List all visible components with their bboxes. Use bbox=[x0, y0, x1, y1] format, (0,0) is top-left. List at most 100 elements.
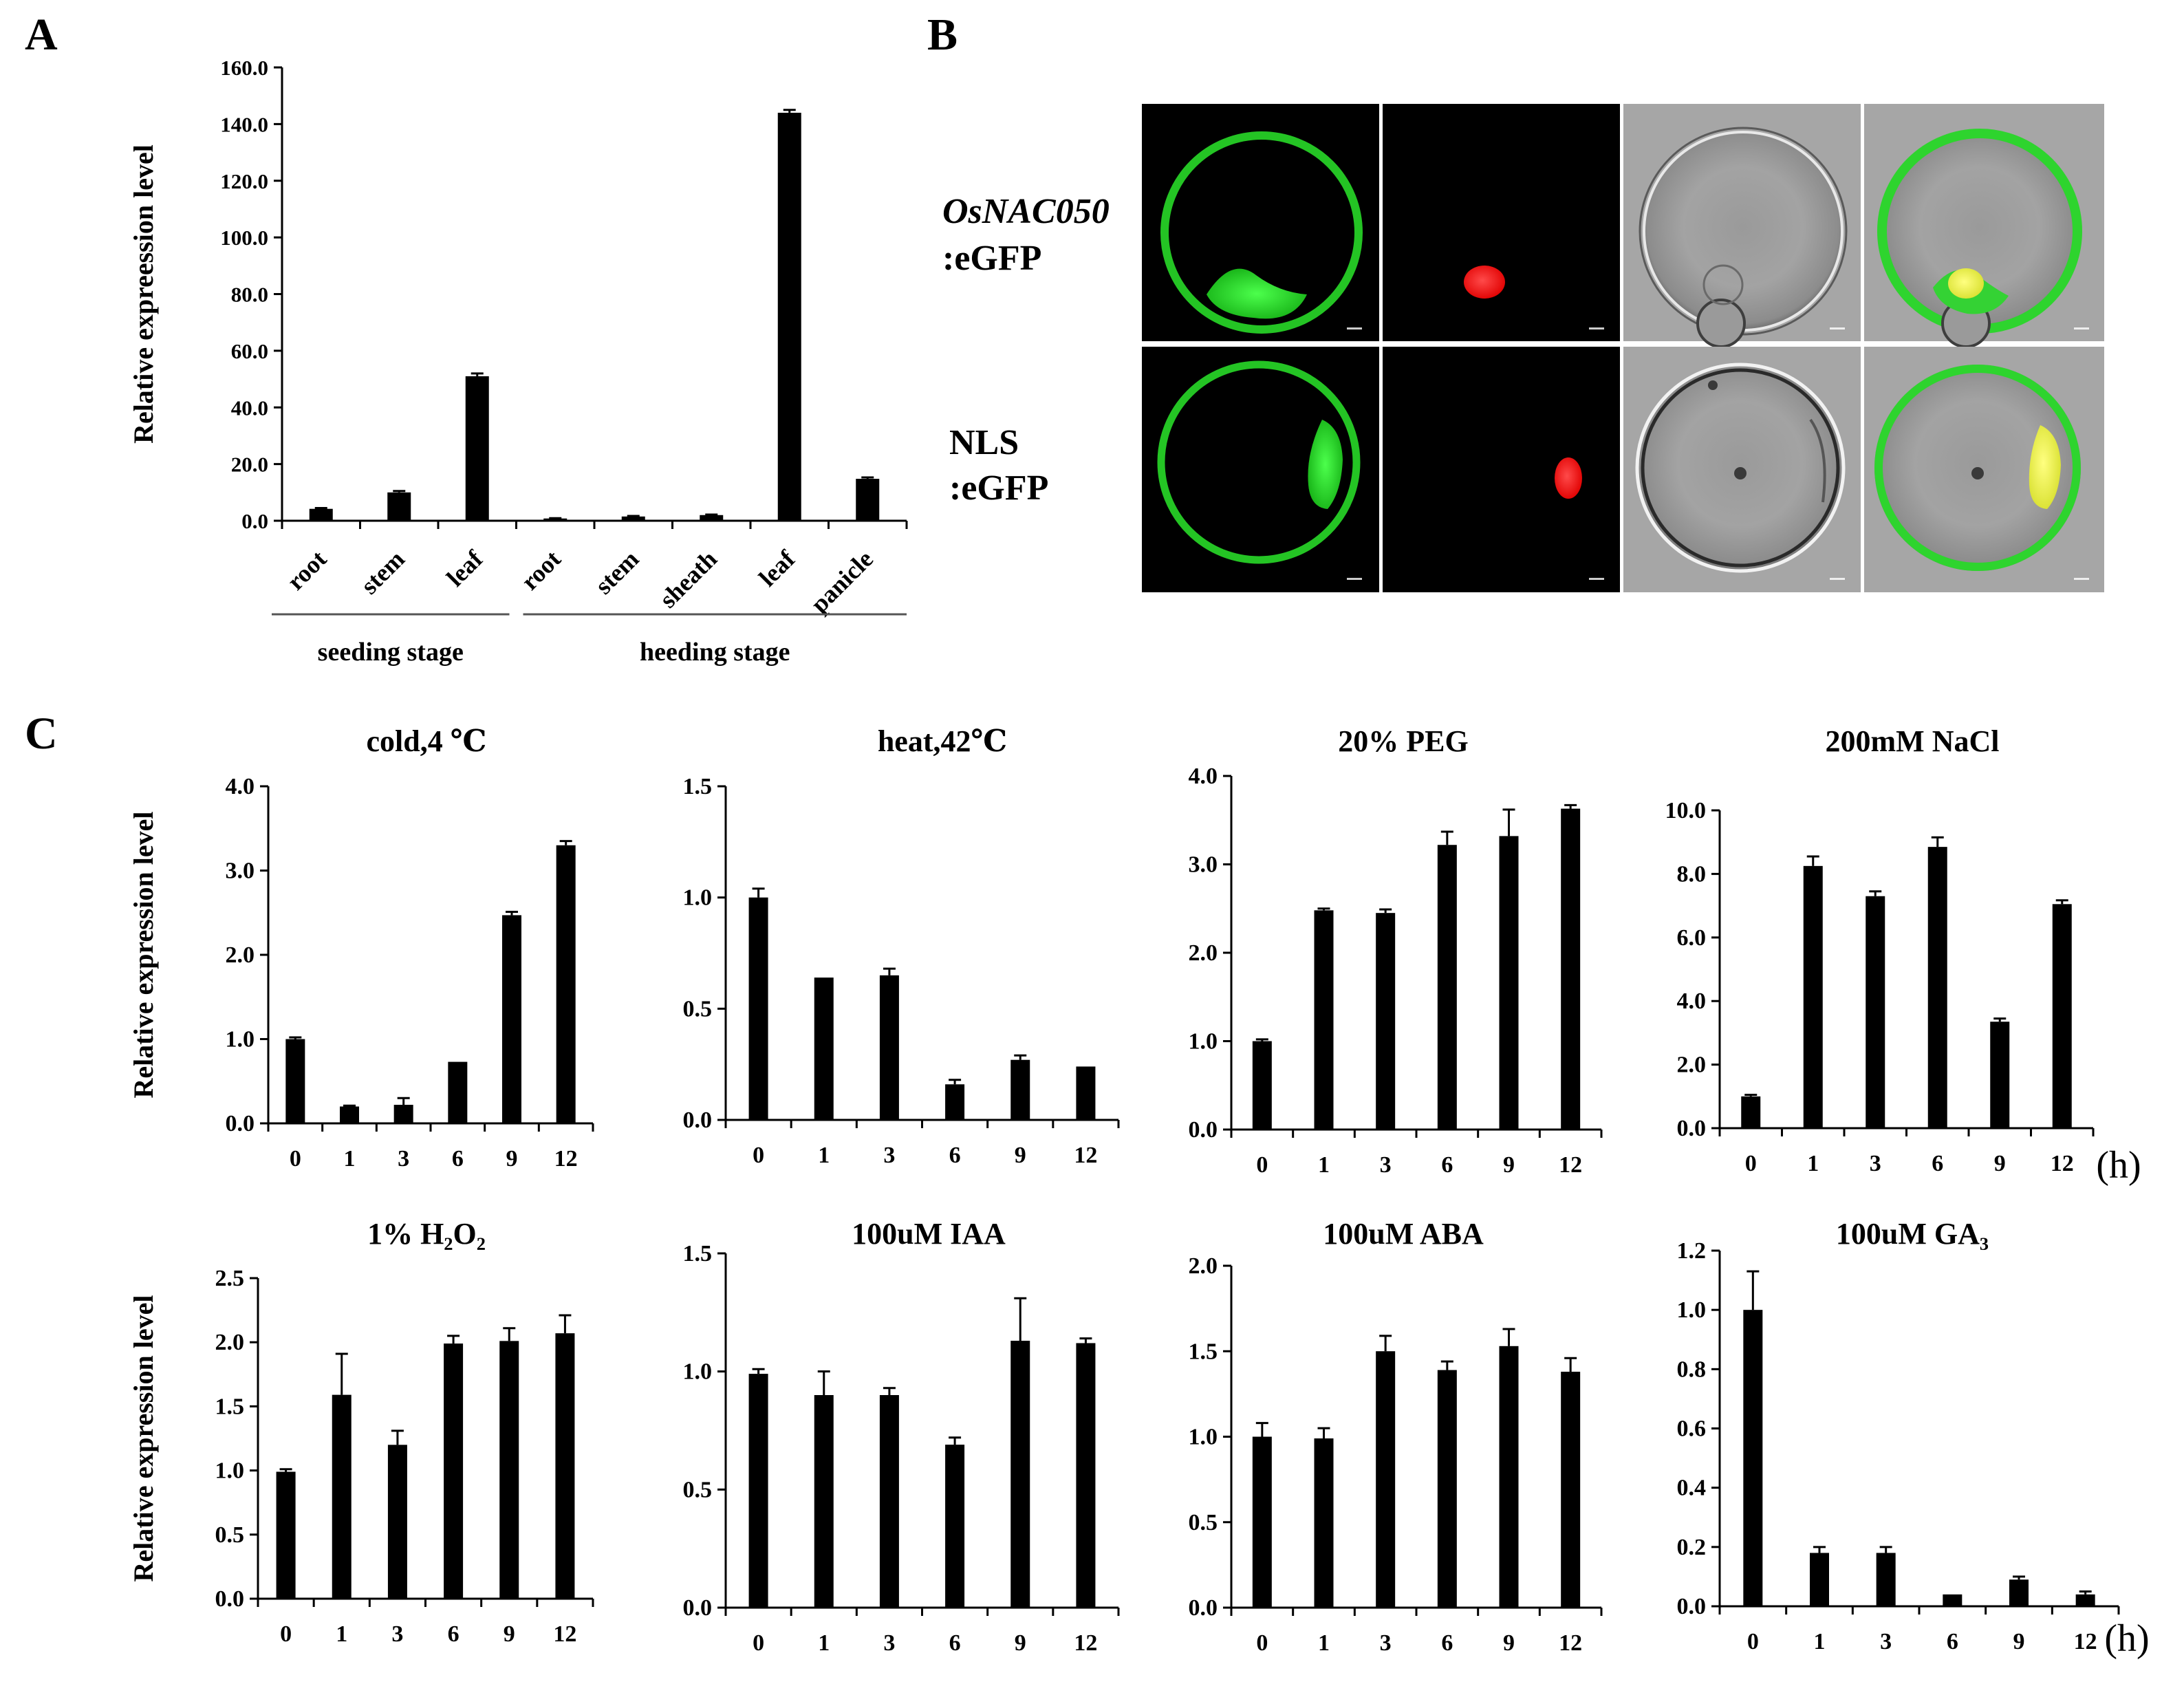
bar bbox=[1561, 808, 1581, 1130]
panel-c-chart-h2o2: 0.0 0.5 1.0 1.5 2.0 2.5 0 1 3 6 9 12 1% H₂O₂ Relative… bbox=[128, 1217, 594, 1647]
bar bbox=[748, 897, 768, 1120]
y-tick-label: 2.0 bbox=[1189, 940, 1218, 966]
chart-title: 100uM ABA bbox=[1323, 1217, 1484, 1251]
bar bbox=[556, 845, 576, 1123]
bar bbox=[2075, 1594, 2095, 1606]
bar bbox=[2009, 1579, 2029, 1606]
y-tick-label: 80.0 bbox=[231, 283, 268, 307]
x-category-label: leaf bbox=[442, 545, 489, 592]
x-tick-label: 3 bbox=[391, 1621, 403, 1647]
bar bbox=[1010, 1059, 1030, 1120]
bar bbox=[332, 1394, 352, 1599]
x-tick-label: 6 bbox=[1947, 1629, 1958, 1654]
y-tick-label: 1.0 bbox=[1189, 1029, 1218, 1055]
y-tick-label: 3.0 bbox=[226, 859, 255, 884]
y-tick-label: 0.0 bbox=[1677, 1594, 1707, 1619]
x-tick-label: 9 bbox=[1015, 1143, 1026, 1168]
chart-title: 20% PEG bbox=[1338, 724, 1468, 758]
x-tick-label: 1 bbox=[1807, 1151, 1819, 1176]
x-tick-label: 3 bbox=[883, 1143, 895, 1168]
x-tick-label: 0 bbox=[290, 1146, 301, 1172]
bar bbox=[276, 1471, 296, 1599]
bar bbox=[555, 1333, 575, 1599]
y-tick-label: 0.6 bbox=[1677, 1416, 1707, 1442]
chart-title: cold,4 ℃ bbox=[367, 724, 487, 758]
panel-c-chart-heat: 0.0 0.5 1.0 1.5 0 1 3 6 9 12 heat,42℃ bbox=[683, 724, 1120, 1168]
y-tick-label: 10.0 bbox=[1665, 798, 1707, 823]
x-tick-label: 12 bbox=[553, 1621, 576, 1647]
x-tick-label: 6 bbox=[1932, 1151, 1943, 1176]
y-tick-label: 0.0 bbox=[1189, 1595, 1218, 1621]
bar bbox=[879, 975, 899, 1120]
y-tick-label: 0.0 bbox=[1677, 1116, 1707, 1141]
bar bbox=[543, 518, 567, 521]
y-tick-label: 0.2 bbox=[1677, 1535, 1707, 1560]
x-tick-label: 3 bbox=[398, 1146, 409, 1172]
x-category-label: panicle bbox=[806, 545, 878, 618]
x-tick-label: 3 bbox=[1380, 1630, 1392, 1656]
row2-construct-name: NLS bbox=[949, 423, 1019, 462]
x-tick-label: 12 bbox=[1074, 1630, 1097, 1656]
chart-title: 100uM GA₃ bbox=[1836, 1217, 1989, 1251]
y-tick-label: 1.0 bbox=[1189, 1425, 1218, 1450]
bar bbox=[465, 376, 489, 521]
x-tick-label: 1 bbox=[1814, 1629, 1826, 1654]
y-tick-label: 1.5 bbox=[683, 1241, 713, 1266]
group-label: heeding stage bbox=[640, 638, 790, 667]
y-tick-label: 0.5 bbox=[683, 1477, 713, 1502]
panel-label-b: B bbox=[927, 10, 958, 60]
x-category-label: stem bbox=[590, 545, 644, 599]
y-tick-label: 100.0 bbox=[220, 226, 268, 250]
x-tick-label: 1 bbox=[336, 1621, 347, 1647]
y-tick-label: 60.0 bbox=[231, 339, 268, 363]
y-tick-label: 40.0 bbox=[231, 396, 268, 420]
y-axis-label: Relative expression level bbox=[128, 1295, 159, 1582]
y-tick-label: 0.5 bbox=[683, 996, 713, 1022]
bar bbox=[1076, 1343, 1096, 1608]
bar bbox=[1499, 836, 1519, 1130]
micrograph-row1-nucleus bbox=[1383, 104, 1620, 341]
x-tick-label: 12 bbox=[1074, 1143, 1097, 1168]
x-tick-label: 0 bbox=[280, 1621, 292, 1647]
bar bbox=[309, 508, 333, 521]
y-tick-label: 4.0 bbox=[1677, 989, 1707, 1014]
y-axis-label: Relative expression level bbox=[128, 812, 159, 1099]
bar bbox=[856, 479, 880, 521]
panel-label-c: C bbox=[25, 709, 58, 759]
y-tick-label: 6.0 bbox=[1677, 925, 1707, 951]
x-tick-label: 9 bbox=[504, 1621, 515, 1647]
row1-construct-name: OsNAC050 bbox=[942, 192, 1110, 231]
bar bbox=[1252, 1436, 1272, 1608]
bar bbox=[1561, 1372, 1581, 1608]
panel-label-a: A bbox=[25, 10, 58, 60]
bar bbox=[502, 915, 521, 1123]
y-tick-label: 1.0 bbox=[226, 1027, 255, 1052]
x-tick-label: 3 bbox=[1880, 1629, 1892, 1654]
x-tick-label: 1 bbox=[818, 1143, 830, 1168]
y-tick-label: 0.5 bbox=[215, 1522, 245, 1548]
y-tick-label: 0.4 bbox=[1677, 1476, 1707, 1501]
x-tick-label: 1 bbox=[818, 1630, 830, 1656]
x-tick-label: 12 bbox=[554, 1146, 578, 1172]
panel-c-chart-peg: 0.0 1.0 2.0 3.0 4.0 0 1 3 6 9 12 20% PEG bbox=[1189, 724, 1603, 1178]
group-label: seeding stage bbox=[318, 638, 464, 667]
x-tick-label: 6 bbox=[1441, 1152, 1453, 1178]
y-tick-label: 1.5 bbox=[215, 1394, 245, 1419]
y-tick-label: 140.0 bbox=[220, 112, 268, 136]
x-tick-label: 6 bbox=[949, 1630, 961, 1656]
y-tick-label: 1.0 bbox=[683, 885, 713, 911]
panel-c-chart-aba: 0.0 0.5 1.0 1.5 2.0 0 1 3 6 9 12 100uM ABA bbox=[1189, 1217, 1603, 1656]
bar bbox=[444, 1343, 464, 1599]
x-tick-label: 0 bbox=[1747, 1629, 1759, 1654]
x-tick-label: 1 bbox=[1318, 1630, 1330, 1656]
x-unit-label: (h) bbox=[2104, 1617, 2149, 1660]
bar bbox=[945, 1084, 965, 1120]
micrograph-row2-brightfield bbox=[1623, 347, 1861, 592]
x-unit-label: (h) bbox=[2096, 1144, 2141, 1187]
y-tick-label: 4.0 bbox=[1189, 764, 1218, 789]
bar bbox=[1810, 1553, 1829, 1606]
panel-c-chart-ga3: 0.0 0.2 0.4 0.6 0.8 1.0 1.2 0 1 3 6 9 12 100uM GA₃ (h) bbox=[1677, 1217, 2150, 1660]
x-tick-label: 12 bbox=[2074, 1629, 2097, 1654]
bar bbox=[1499, 1346, 1519, 1608]
